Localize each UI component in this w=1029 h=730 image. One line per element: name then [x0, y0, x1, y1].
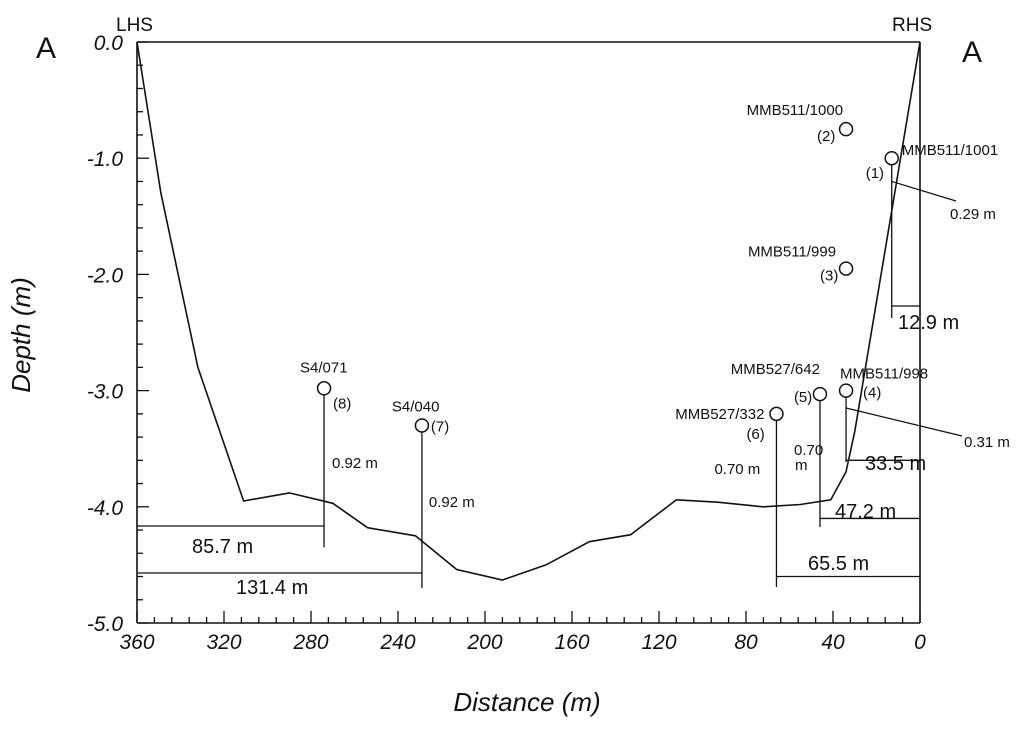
sample-number-label: (2)	[817, 128, 835, 145]
side-label-lhs: LHS	[116, 15, 153, 36]
sample-id-label: MMB511/1000	[747, 102, 843, 119]
sample-id-label: MMB511/999	[748, 244, 836, 261]
plot-frame	[136, 41, 921, 624]
y-tick-label: -4.0	[87, 497, 124, 520]
sample-number-label: (7)	[431, 418, 449, 435]
section-marker-left: A	[36, 32, 56, 65]
leader-line-0-31	[845, 407, 963, 437]
sample-id-label: S4/040	[392, 398, 440, 415]
sample-number-label: (8)	[333, 395, 351, 412]
distance-label: 85.7 m	[192, 536, 253, 558]
sample-number-label: (6)	[746, 426, 764, 443]
side-label-rhs: RHS	[892, 15, 932, 36]
x-tick-label: 0	[914, 631, 926, 654]
axis-ticks: 360 320 280 240 200 160 120 80 40 0 0.0 -1.0 -2.0 -3.…	[87, 32, 926, 654]
x-tick-label: 280	[292, 631, 328, 654]
measurement-label: 0.92 m	[332, 455, 378, 472]
y-tick-label: -5.0	[87, 613, 124, 636]
y-tick-label: -3.0	[87, 381, 124, 404]
measurement-label-unit: m	[795, 457, 808, 474]
sample-marker-mmb511-1001	[884, 150, 899, 166]
measurement-label: 0.31 m	[964, 434, 1010, 451]
sample-id-label: MMB511/1001	[902, 142, 998, 159]
measurement-label: 0.70	[794, 442, 823, 459]
channel-profile	[136, 41, 921, 581]
y-tick-label: 0.0	[94, 32, 124, 55]
measurement-label: 0.70 m	[714, 461, 760, 478]
sample-number-label: (4)	[863, 385, 881, 402]
sample-annotations: S4/071 (8) 0.92 m 85.7 m S4/040 (7) 0.92 m 131.…	[137, 102, 1010, 599]
x-tick-label: 360	[119, 631, 154, 654]
distance-label: 47.2 m	[835, 501, 896, 523]
measurement-label: 0.92 m	[429, 494, 475, 511]
sample-id-label: MMB527/332	[675, 406, 764, 423]
measurement-label: 0.29 m	[950, 206, 996, 223]
sample-marker-mmb511-1000	[838, 121, 854, 137]
x-tick-label: 200	[466, 631, 502, 654]
x-axis-title: Distance (m)	[453, 687, 600, 717]
x-tick-label: 240	[379, 631, 415, 654]
sample-id-label: MMB511/998	[840, 366, 928, 383]
x-tick-label: 160	[554, 631, 589, 654]
sample-marker-s4-040	[414, 418, 430, 433]
profile-line	[136, 41, 921, 581]
y-tick-label: -2.0	[87, 264, 124, 287]
sample-marker-mmb511-998	[838, 383, 854, 398]
sample-marker-mmb527-332	[769, 406, 784, 422]
x-tick-label: 320	[206, 631, 241, 654]
y-tick-label: -1.0	[87, 148, 124, 171]
distance-label: 131.4 m	[236, 577, 308, 599]
sample-marker-mmb527-642	[812, 386, 828, 402]
sample-id-label: MMB527/642	[731, 361, 820, 378]
sample-id-label: S4/071	[300, 359, 348, 376]
section-marker-right: A	[962, 36, 982, 69]
sample-marker-mmb511-999	[838, 261, 854, 276]
x-tick-label: 80	[734, 631, 758, 654]
x-tick-label: 120	[641, 631, 676, 654]
sample-number-label: (3)	[820, 268, 838, 285]
distance-label: 12.9 m	[898, 312, 959, 334]
distance-label: 33.5 m	[865, 453, 926, 475]
sample-number-label: (1)	[866, 165, 884, 182]
sample-number-label: (5)	[794, 389, 812, 406]
leader-line-0-29	[891, 180, 957, 202]
distance-label: 65.5 m	[808, 553, 869, 575]
x-tick-label: 40	[821, 631, 845, 654]
y-axis-title: Depth (m)	[6, 277, 36, 393]
sample-marker-s4-071	[316, 381, 332, 396]
